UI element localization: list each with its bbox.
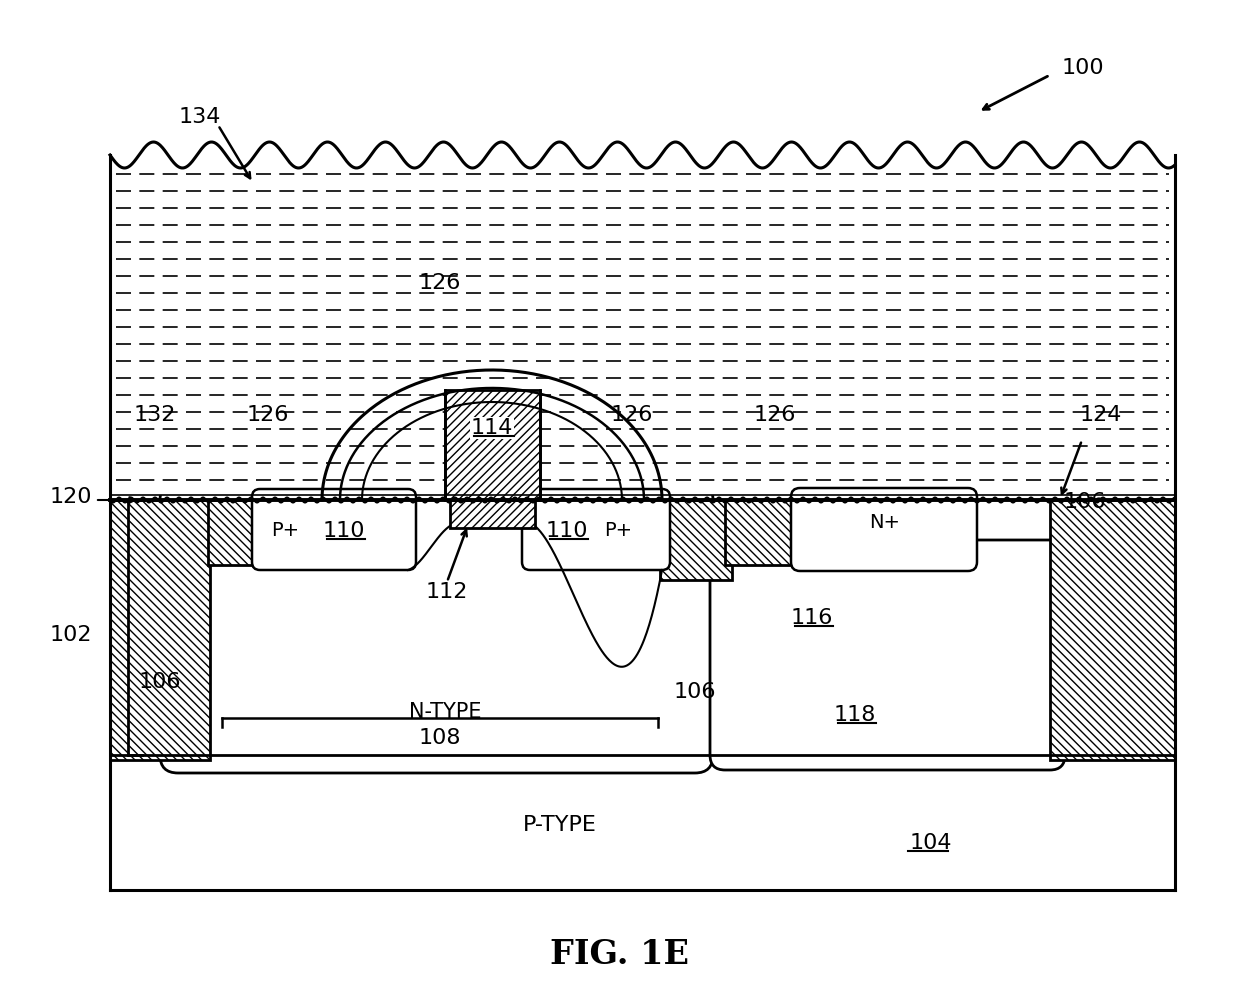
Text: 106: 106 [139,672,181,692]
Text: 126: 126 [611,405,653,425]
FancyBboxPatch shape [711,540,1065,770]
Text: 108: 108 [419,728,461,748]
Text: N+: N+ [869,513,900,532]
Text: 112: 112 [425,582,469,602]
Text: 126: 126 [247,405,289,425]
Bar [450,500,534,528]
Text: 124: 124 [1080,405,1122,425]
Bar [660,500,732,580]
FancyBboxPatch shape [252,489,415,570]
Text: 126: 126 [419,273,461,293]
Text: 106: 106 [673,682,717,702]
FancyBboxPatch shape [791,488,977,571]
Text: P+: P+ [604,522,632,541]
Text: 102: 102 [50,625,92,645]
Text: 100: 100 [1061,58,1105,78]
Text: N-TYPE: N-TYPE [409,702,481,722]
FancyBboxPatch shape [522,489,670,570]
Bar [725,500,794,565]
Text: 116: 116 [791,608,833,628]
Text: P-TYPE: P-TYPE [523,815,596,835]
Text: 106: 106 [1064,492,1106,512]
Text: FIG. 1E: FIG. 1E [551,939,689,972]
Text: 110: 110 [546,521,588,541]
Bar [110,500,210,760]
Text: 104: 104 [910,833,952,853]
Bar [208,500,268,565]
Text: P+: P+ [270,522,299,541]
Text: 110: 110 [322,521,366,541]
Text: 126: 126 [754,405,796,425]
Bar [445,390,539,500]
Text: 120: 120 [50,487,92,507]
Bar [1050,500,1176,760]
FancyBboxPatch shape [160,482,713,773]
Text: 134: 134 [179,107,221,127]
Text: 132: 132 [134,405,176,425]
Text: 114: 114 [471,418,513,438]
Text: 118: 118 [833,705,877,725]
